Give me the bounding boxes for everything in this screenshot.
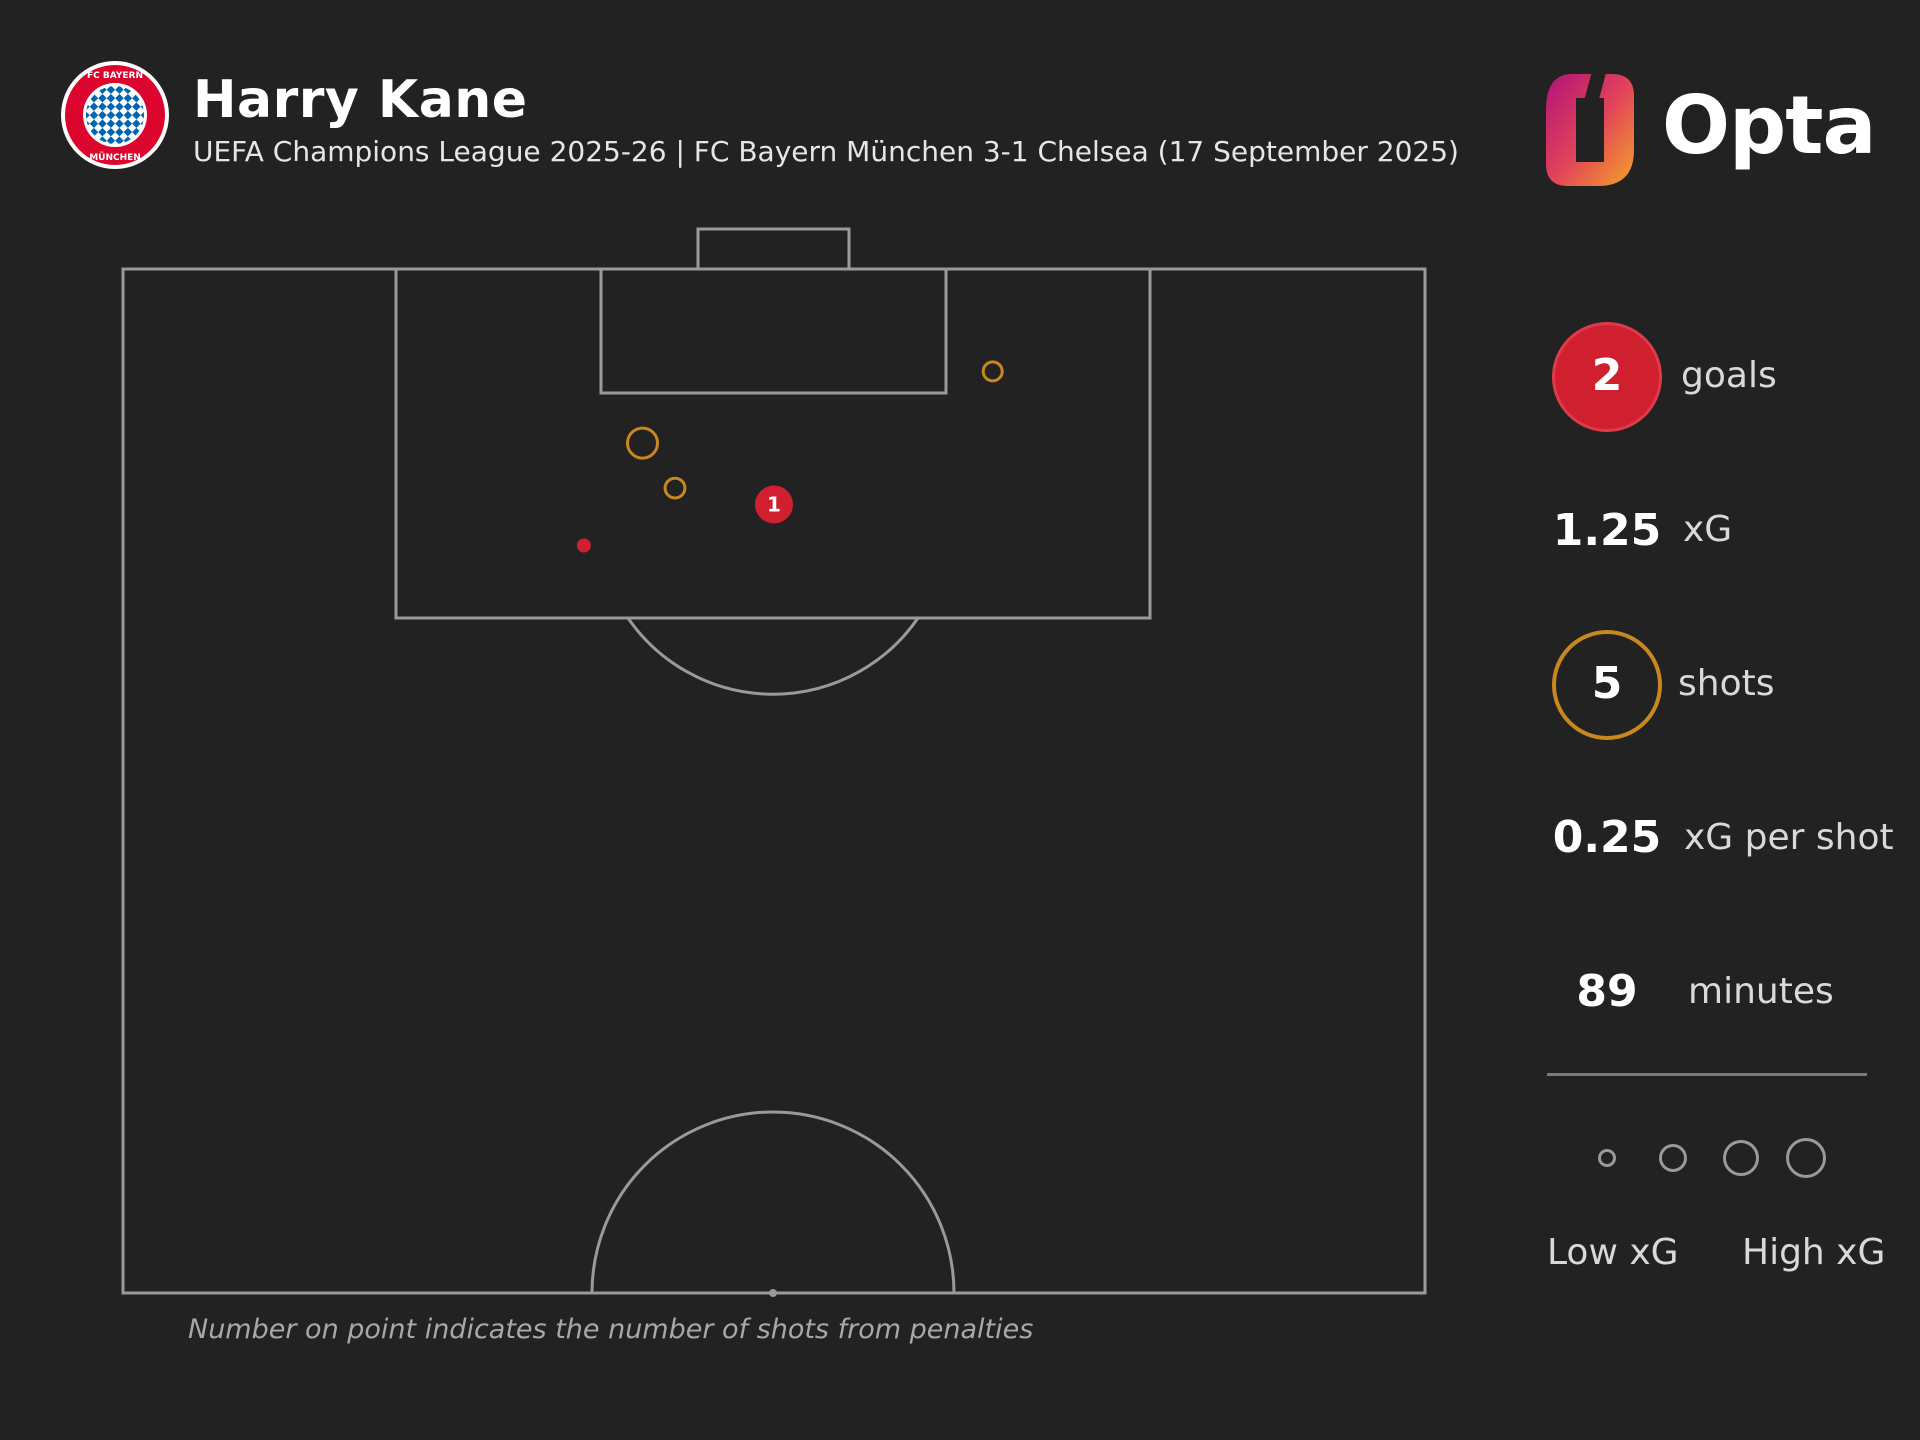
penalty-area (394, 267, 1152, 620)
xg-label: xG (1683, 509, 1733, 550)
legend-dot-m (1723, 1140, 1759, 1176)
bayern-crest-icon: FC BAYERN MÜNCHEN (61, 61, 169, 169)
xg-per-shot-value: 0.25 (1552, 812, 1662, 863)
xg-value: 1.25 (1552, 505, 1662, 556)
goals-badge (1552, 322, 1662, 432)
shot-point-3 (626, 426, 659, 460)
six-yard-box (599, 267, 948, 395)
match-info: UEFA Champions League 2025-26 | FC Bayer… (193, 135, 1459, 168)
goal-shot-point-1 (755, 485, 793, 524)
goals-value: 2 (1591, 350, 1623, 401)
footnote: Number on point indicates the number of … (188, 1314, 1034, 1345)
legend-dot-l (1786, 1138, 1826, 1178)
centre-circle (590, 1110, 956, 1294)
legend-dot-s (1659, 1144, 1687, 1172)
shots-badge (1552, 630, 1662, 740)
penalty-count-label: 1 (767, 493, 781, 517)
penalty-arc (626, 617, 920, 696)
shots-label: shots (1678, 663, 1775, 704)
minutes-label: minutes (1688, 971, 1834, 1012)
svg-text:MÜNCHEN: MÜNCHEN (89, 152, 141, 163)
shots-layer: 1 (576, 360, 1004, 553)
goals-label: goals (1681, 355, 1777, 396)
opta-logo-icon (1546, 70, 1634, 186)
opta-wordmark: Opta (1662, 79, 1876, 172)
centre-spot (769, 1289, 777, 1297)
minutes-value: 89 (1576, 966, 1638, 1017)
player-name: Harry Kane (193, 70, 528, 130)
goal (696, 227, 851, 271)
shots-value: 5 (1591, 658, 1623, 709)
legend-dot-xs (1598, 1149, 1616, 1167)
svg-text:FC BAYERN: FC BAYERN (87, 71, 143, 81)
stats-divider (1547, 1073, 1867, 1076)
shot-point-5 (981, 360, 1004, 383)
xg-per-shot-label: xG per shot (1684, 817, 1894, 858)
shot-map-pitch: 1 (121, 227, 1427, 1297)
legend-high-label: High xG (1742, 1232, 1886, 1273)
shot-point-4 (663, 476, 687, 500)
header: FC BAYERN MÜNCHEN Harry Kane UEFA Champi… (0, 0, 1920, 200)
legend-low-label: Low xG (1547, 1232, 1679, 1273)
goal-shot-point-2 (576, 538, 591, 553)
pitch-boundary (121, 267, 1427, 1295)
